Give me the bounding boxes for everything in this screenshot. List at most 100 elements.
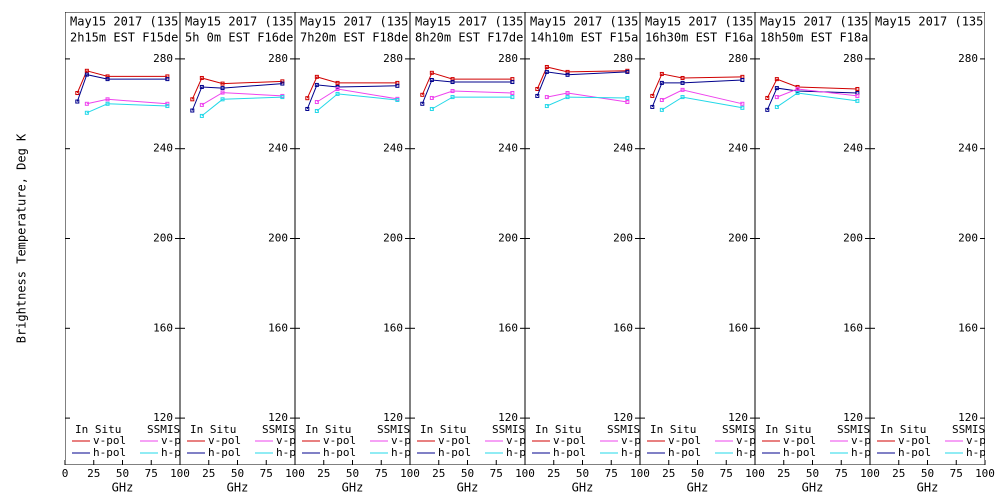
data-point — [774, 77, 779, 82]
series-line — [421, 72, 513, 95]
data-point — [220, 97, 225, 102]
series-line — [191, 83, 283, 111]
legend-label: h-pol — [668, 446, 701, 459]
data-point — [450, 80, 455, 85]
data-point — [680, 95, 685, 100]
y-tick-label: 120 — [958, 411, 978, 424]
data-point — [625, 69, 630, 74]
legend-title: In Situ — [535, 423, 581, 436]
legend-title: In Situ — [75, 423, 121, 436]
legend-label: v-pol — [323, 434, 356, 447]
legend-label: v-pol — [438, 434, 471, 447]
x-tick-label: 25 — [317, 467, 330, 480]
legend-label: h-pol — [553, 446, 586, 459]
legend-label: h-pol — [391, 446, 424, 459]
legend-label: h-pol — [783, 446, 816, 459]
data-point — [535, 86, 540, 91]
y-tick-label: 200 — [268, 232, 288, 245]
x-tick-label: 50 — [231, 467, 244, 480]
series-line — [86, 103, 168, 114]
y-tick-label: 200 — [728, 232, 748, 245]
y-tick-label: 240 — [613, 142, 633, 155]
x-axis-label: GHz — [342, 481, 364, 495]
y-tick-label: 240 — [268, 142, 288, 155]
data-point — [165, 104, 170, 109]
panel-title: May15 2017 (135) — [645, 15, 761, 29]
data-point — [544, 95, 549, 100]
legend-title: SSMIS — [147, 423, 180, 436]
series-line — [536, 71, 628, 97]
x-tick-label: 100 — [400, 467, 420, 480]
y-tick-label: 160 — [268, 321, 288, 334]
data-point — [335, 91, 340, 96]
x-tick-label: 100 — [630, 467, 650, 480]
y-tick-label: 240 — [383, 142, 403, 155]
data-point — [199, 113, 204, 118]
data-point — [544, 69, 549, 74]
series-line — [316, 88, 398, 103]
x-tick-label: 50 — [691, 467, 704, 480]
y-tick-label: 280 — [613, 52, 633, 65]
y-tick-label: 240 — [958, 142, 978, 155]
panel-subtitle: 14h10m EST F15asc — [530, 31, 653, 45]
panel-subtitle: 16h30m EST F16asc — [645, 31, 768, 45]
series-line — [546, 96, 628, 107]
data-point — [625, 95, 630, 100]
data-point — [429, 70, 434, 75]
y-tick-label: 120 — [153, 411, 173, 424]
series-line — [776, 88, 858, 98]
y-tick-label: 280 — [268, 52, 288, 65]
y-tick-label: 280 — [498, 52, 518, 65]
x-tick-label: 100 — [515, 467, 535, 480]
data-point — [680, 80, 685, 85]
data-point — [659, 107, 664, 112]
data-point — [510, 80, 515, 85]
data-point — [774, 95, 779, 100]
legend-label: v-pol — [208, 434, 241, 447]
series-line — [76, 70, 168, 94]
data-point — [855, 93, 860, 98]
data-point — [395, 97, 400, 102]
x-tick-label: 25 — [547, 467, 560, 480]
panel: May15 2017 (135) 5h 0m EST F16des 120 160 20… — [180, 12, 295, 465]
legend-label: h-pol — [161, 446, 194, 459]
legend-title: In Situ — [420, 423, 466, 436]
data-point — [280, 81, 285, 86]
legend-label: h-pol — [736, 446, 769, 459]
legend-title: In Situ — [305, 423, 351, 436]
data-point — [450, 89, 455, 94]
y-tick-label: 280 — [153, 52, 173, 65]
data-point — [335, 84, 340, 89]
data-point — [795, 86, 800, 91]
series-line — [201, 96, 283, 117]
data-point — [450, 95, 455, 100]
data-point — [84, 101, 89, 106]
x-axis-label: GHz — [917, 481, 939, 495]
series-line — [76, 74, 168, 102]
x-tick-label: 50 — [806, 467, 819, 480]
legend-label: v-pol — [161, 434, 194, 447]
series-line — [536, 66, 628, 90]
y-tick-label: 120 — [268, 411, 288, 424]
panel-subtitle: 18h50m EST F18asc — [760, 31, 883, 45]
x-axis-label: GHz — [457, 481, 479, 495]
series-line — [651, 79, 743, 108]
data-point — [565, 72, 570, 77]
data-point — [680, 87, 685, 92]
x-axis-label: GHz — [572, 481, 594, 495]
data-point — [105, 97, 110, 102]
data-point — [314, 108, 319, 113]
data-point — [190, 108, 195, 113]
x-tick-label: 50 — [116, 467, 129, 480]
data-point — [199, 75, 204, 80]
data-point — [650, 104, 655, 109]
panel: May15 2017 (135) 8h20m EST F17des 120 160 20… — [410, 12, 525, 465]
panel-title: May15 2017 (135) — [530, 15, 646, 29]
legend-title: SSMIS — [837, 423, 870, 436]
data-point — [774, 104, 779, 109]
panel: May15 2017 (135) 14h10m EST F15asc 120 160 2… — [525, 12, 653, 465]
panel: May15 2017 (135) 120 160 200 240 280 In Situ SS… — [870, 12, 985, 465]
data-point — [105, 77, 110, 82]
series-line — [86, 98, 168, 105]
data-point — [659, 71, 664, 76]
